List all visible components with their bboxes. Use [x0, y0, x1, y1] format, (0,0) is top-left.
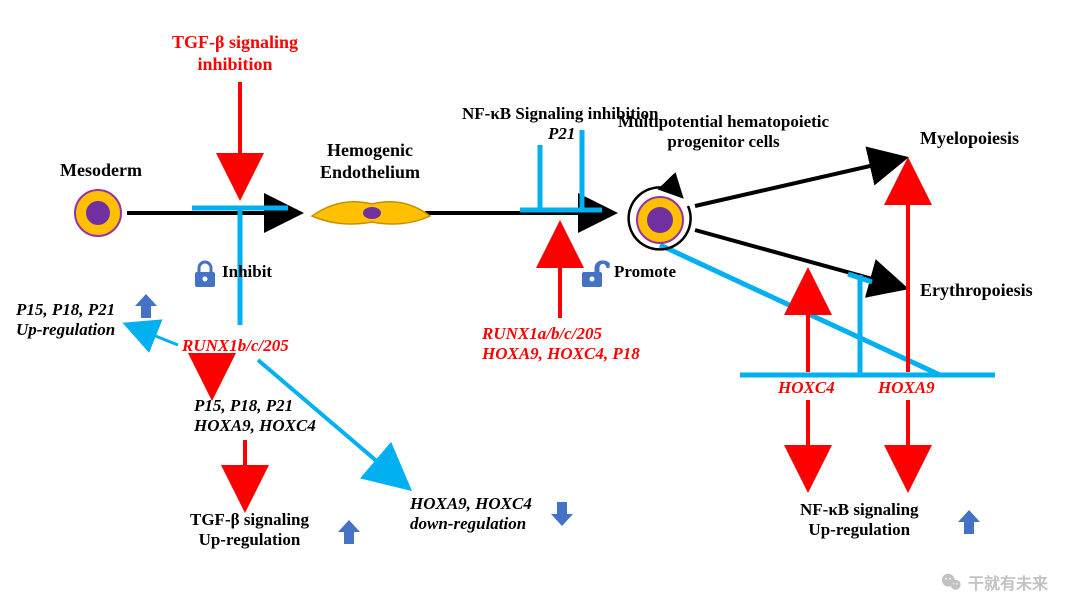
watermark: 干就有未来	[940, 570, 1048, 594]
hoxa9-label: HOXA9	[878, 378, 935, 398]
nfkbup-label: NF-κB signaling Up-regulation	[800, 500, 919, 541]
arrow-prog-myelo	[695, 158, 905, 206]
tgfup-label: TGF-β signaling Up-regulation	[190, 510, 309, 551]
p15-up-label: P15, P18, P21 Up-regulation	[16, 300, 115, 341]
hoxdown-label: HOXA9, HOXC4 down-regulation	[410, 494, 532, 535]
mesoderm-cell-inner	[86, 201, 110, 225]
cyan-runx1b-p15up	[128, 325, 178, 345]
p15hox-label: P15, P18, P21 HOXA9, HOXC4	[194, 396, 316, 437]
hoxc4-label: HOXC4	[778, 378, 835, 398]
runx1b-label: RUNX1b/c/205	[182, 336, 289, 356]
arrow-prog-eryth	[695, 230, 905, 288]
nfkb-p21-label: P21	[548, 124, 575, 144]
blue-down-arrow-hox	[551, 502, 573, 526]
hemogenic-cell	[312, 202, 430, 224]
mesoderm-label: Mesoderm	[60, 160, 142, 182]
watermark-text: 干就有未来	[968, 570, 1048, 594]
wechat-icon	[940, 571, 962, 593]
erythropoiesis-label: Erythropoiesis	[920, 280, 1033, 302]
inhibit-label: Inhibit	[222, 262, 272, 282]
runxabc-label: RUNX1a/b/c/205 HOXA9, HOXC4, P18	[482, 324, 640, 365]
lock-open-icon	[582, 262, 609, 287]
hemogenic-label: Hemogenic Endothelium	[320, 140, 420, 183]
cyan-prog-diag	[660, 245, 940, 375]
lock-closed-icon	[195, 262, 215, 287]
blue-up-arrow-nfkb	[958, 510, 980, 534]
promote-label: Promote	[614, 262, 676, 282]
blue-up-arrow-p15	[135, 294, 157, 318]
multipotential-label: Multipotential hematopoietic progenitor …	[618, 112, 829, 153]
tgf-inhibition-label: TGF-β signaling inhibition	[172, 32, 298, 75]
blue-up-arrow-tgf	[338, 520, 360, 544]
myelopoiesis-label: Myelopoiesis	[920, 128, 1019, 150]
progenitor-cell-inner	[647, 207, 673, 233]
